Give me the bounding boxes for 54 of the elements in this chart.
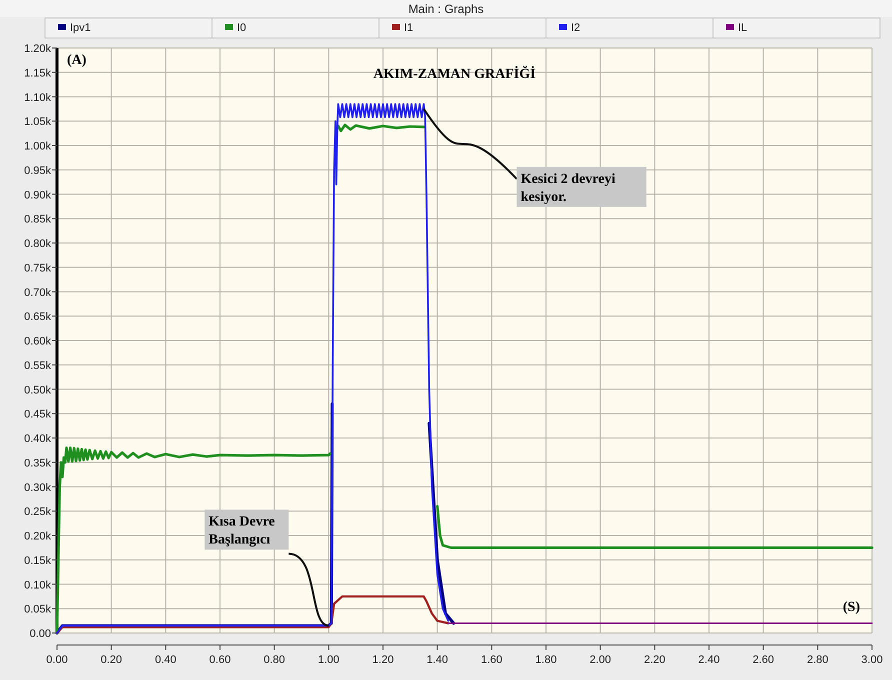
x-tick-label: 2.00	[590, 654, 612, 666]
y-tick-label: 0.10k	[24, 579, 52, 592]
y-tick-label: 0.75k	[24, 262, 52, 274]
y-tick-label: 1.20k	[24, 43, 52, 55]
y-tick-label: 0.85k	[24, 214, 52, 226]
text: AKIM-ZAMAN GRAFİĞİ	[373, 65, 536, 82]
y-tick-label: 0.05k	[24, 604, 52, 616]
y-tick-label: 0.50k	[24, 384, 52, 396]
x-tick-label: 0.40	[154, 654, 176, 666]
x-tick-label: 1.80	[535, 654, 557, 666]
y-tick-label: 0.15k	[24, 554, 52, 567]
annotation: Kesici 2 devreyi kesiyor.	[520, 172, 616, 205]
annotation: Kısa Devre Başlangıcı	[208, 514, 275, 548]
legend-label: I2	[571, 22, 580, 34]
y-tick-label: 0.65k	[24, 311, 52, 324]
legend-label: I0	[237, 22, 246, 34]
x-tick-label: 2.40	[698, 654, 720, 666]
y-tick-label: 0.45k	[24, 408, 52, 421]
legend-label: IL	[738, 22, 748, 34]
y-tick-label: 0.00	[30, 628, 51, 640]
x-tick-label: 0.00	[46, 654, 68, 666]
x-tick-label: 0.80	[264, 654, 286, 666]
x-tick-label: 2.20	[644, 654, 666, 666]
y-axis-title: (A)	[67, 53, 87, 68]
line-series	[56, 595, 450, 634]
x-tick-label: 1.00	[318, 654, 340, 666]
chart-title: Main : Graphs	[408, 2, 484, 16]
x-tick-label: 1.40	[426, 654, 448, 666]
x-tick-label: 0.20	[100, 654, 122, 666]
x-axis-title: (S)	[842, 600, 860, 615]
x-tick-label: 1.20	[372, 654, 394, 666]
x-tick-label: 2.80	[806, 654, 828, 666]
y-tick-label: 1.15k	[24, 67, 52, 80]
y-tick-label: 1.05k	[24, 116, 52, 128]
legend-label: Ipv1	[70, 22, 91, 34]
y-tick-label: 0.60k	[24, 336, 52, 348]
y-tick-label: 0.55k	[24, 360, 52, 372]
legend-label: I1	[404, 22, 414, 34]
y-tick-label: 0.95k	[24, 164, 52, 177]
x-tick-label: 3.00	[861, 654, 883, 666]
y-tick-label: 1.00k	[24, 140, 52, 152]
y-tick-label: 1.10k	[24, 92, 52, 104]
x-tick-label: 0.60	[209, 654, 231, 666]
y-tick-label: 0.40k	[24, 433, 52, 445]
y-tick-label: 0.30k	[24, 482, 52, 494]
y-tick-label: 0.25k	[24, 506, 52, 518]
y-tick-label: 0.20k	[24, 530, 52, 542]
y-tick-label: 0.35k	[24, 457, 52, 470]
y-tick-label: 0.70k	[24, 286, 52, 299]
line-series	[56, 103, 450, 634]
x-tick-label: 1.60	[480, 654, 502, 666]
y-tick-label: 0.80k	[24, 238, 52, 250]
x-tick-label: 2.60	[752, 654, 774, 666]
y-tick-label: 0.90k	[24, 189, 52, 202]
